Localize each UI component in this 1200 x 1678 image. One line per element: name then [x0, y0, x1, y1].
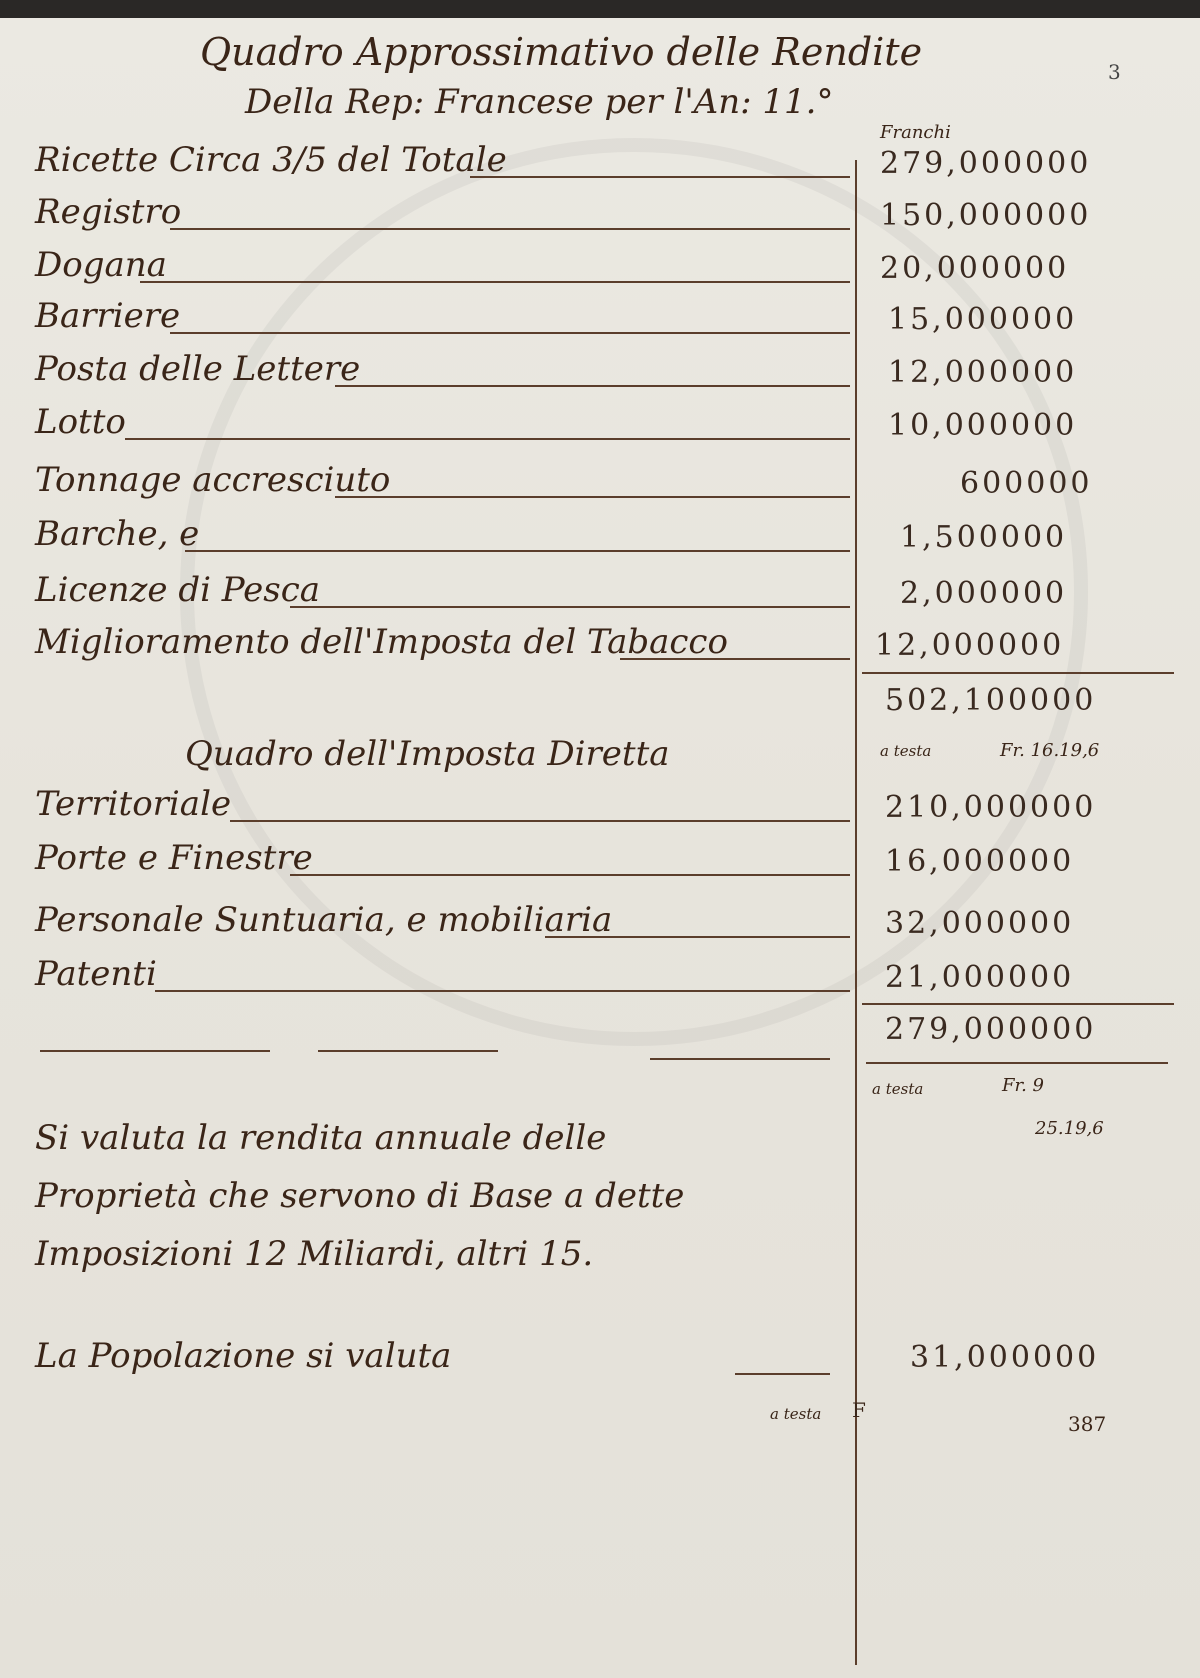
page-number: 3: [1108, 60, 1121, 84]
leader-rule: [170, 332, 850, 334]
blank-rule: [650, 1058, 830, 1060]
ledger-label: Ricette Circa 3/5 del Totale: [35, 140, 507, 180]
document-title: Quadro Approssimativo delle Rendite: [200, 30, 923, 74]
ledger-label: Lotto: [35, 402, 126, 442]
leader-rule: [125, 438, 850, 440]
leader-rule: [140, 281, 850, 283]
ledger-label: Territoriale: [35, 784, 232, 824]
ledger-amount: 10,000000: [888, 408, 1078, 443]
ledger-label: Porte e Finestre: [35, 838, 313, 878]
leader-rule: [290, 606, 850, 608]
ledger-amount: 20,000000: [880, 251, 1070, 286]
direct-per-head-label: a testa: [872, 1080, 924, 1098]
leader-rule: [290, 874, 850, 876]
ledger-label: Dogana: [35, 245, 167, 285]
property-note-line1: Si valuta la rendita annuale delle: [35, 1118, 607, 1158]
direct-section-title: Quadro dell'Imposta Diretta: [185, 734, 670, 774]
indirect-total: 502,100000: [885, 683, 1097, 718]
ledger-amount: 2,000000: [900, 576, 1068, 611]
ledger-amount: 210,000000: [885, 790, 1097, 825]
leader-rule: [185, 550, 850, 552]
ledger-amount: 1,500000: [900, 520, 1068, 555]
population-label: La Popolazione si valuta: [35, 1336, 452, 1376]
manuscript-page: [0, 18, 1200, 1678]
ledger-amount: 12,000000: [875, 628, 1065, 663]
leader-rule: [545, 936, 850, 938]
property-note-line2: Proprietà che servono di Base a dette: [35, 1176, 685, 1216]
ledger-label: Registro: [35, 192, 182, 232]
leader-rule: [470, 176, 850, 178]
direct-per-head-value2: 25.19,6: [1035, 1118, 1104, 1139]
property-note-line3: Imposizioni 12 Miliardi, altri 15.: [35, 1234, 594, 1274]
ledger-label: Patenti: [35, 954, 157, 994]
ledger-amount: 21,000000: [885, 960, 1075, 995]
population-amount: 31,000000: [910, 1340, 1100, 1375]
sum-rule: [862, 672, 1174, 674]
folio-note: 387: [1068, 1412, 1107, 1436]
ledger-amount: 150,000000: [880, 198, 1092, 233]
ledger-label: Tonnage accresciuto: [35, 460, 391, 500]
ledger-amount: 279,000000: [880, 146, 1092, 181]
ledger-amount: 600000: [960, 466, 1093, 501]
leader-rule: [230, 820, 850, 822]
ledger-label: Licenze di Pesca: [35, 570, 321, 610]
indirect-per-head-label: a testa: [880, 742, 932, 760]
leader-rule: [620, 658, 850, 660]
leader-rule: [735, 1373, 830, 1375]
ledger-amount: 12,000000: [888, 355, 1078, 390]
ledger-label: Barche, e: [35, 514, 200, 554]
leader-rule: [335, 496, 850, 498]
leader-rule: [155, 990, 850, 992]
direct-per-head-value: Fr. 9: [1002, 1075, 1045, 1096]
ledger-label: Miglioramento dell'Imposta del Tabacco: [35, 622, 728, 662]
column-divider: [855, 160, 857, 1665]
population-per-head-mark: F: [852, 1398, 866, 1422]
sum-rule: [862, 1003, 1174, 1005]
currency-heading: Franchi: [880, 122, 951, 143]
leader-rule: [335, 385, 850, 387]
blank-rule: [318, 1050, 498, 1052]
ledger-label: Personale Suntuaria, e mobiliaria: [35, 900, 613, 940]
sum-rule: [866, 1062, 1168, 1064]
ledger-label: Posta delle Lettere: [35, 349, 361, 389]
document-subtitle: Della Rep: Francese per l'An: 11.°: [245, 82, 834, 122]
ledger-amount: 16,000000: [885, 844, 1075, 879]
population-per-head-label: a testa: [770, 1405, 822, 1423]
indirect-per-head-value: Fr. 16.19,6: [1000, 740, 1100, 761]
blank-rule: [40, 1050, 270, 1052]
ledger-amount: 15,000000: [888, 302, 1078, 337]
leader-rule: [170, 228, 850, 230]
ledger-amount: 32,000000: [885, 906, 1075, 941]
direct-total: 279,000000: [885, 1012, 1097, 1047]
ledger-label: Barriere: [35, 296, 181, 336]
